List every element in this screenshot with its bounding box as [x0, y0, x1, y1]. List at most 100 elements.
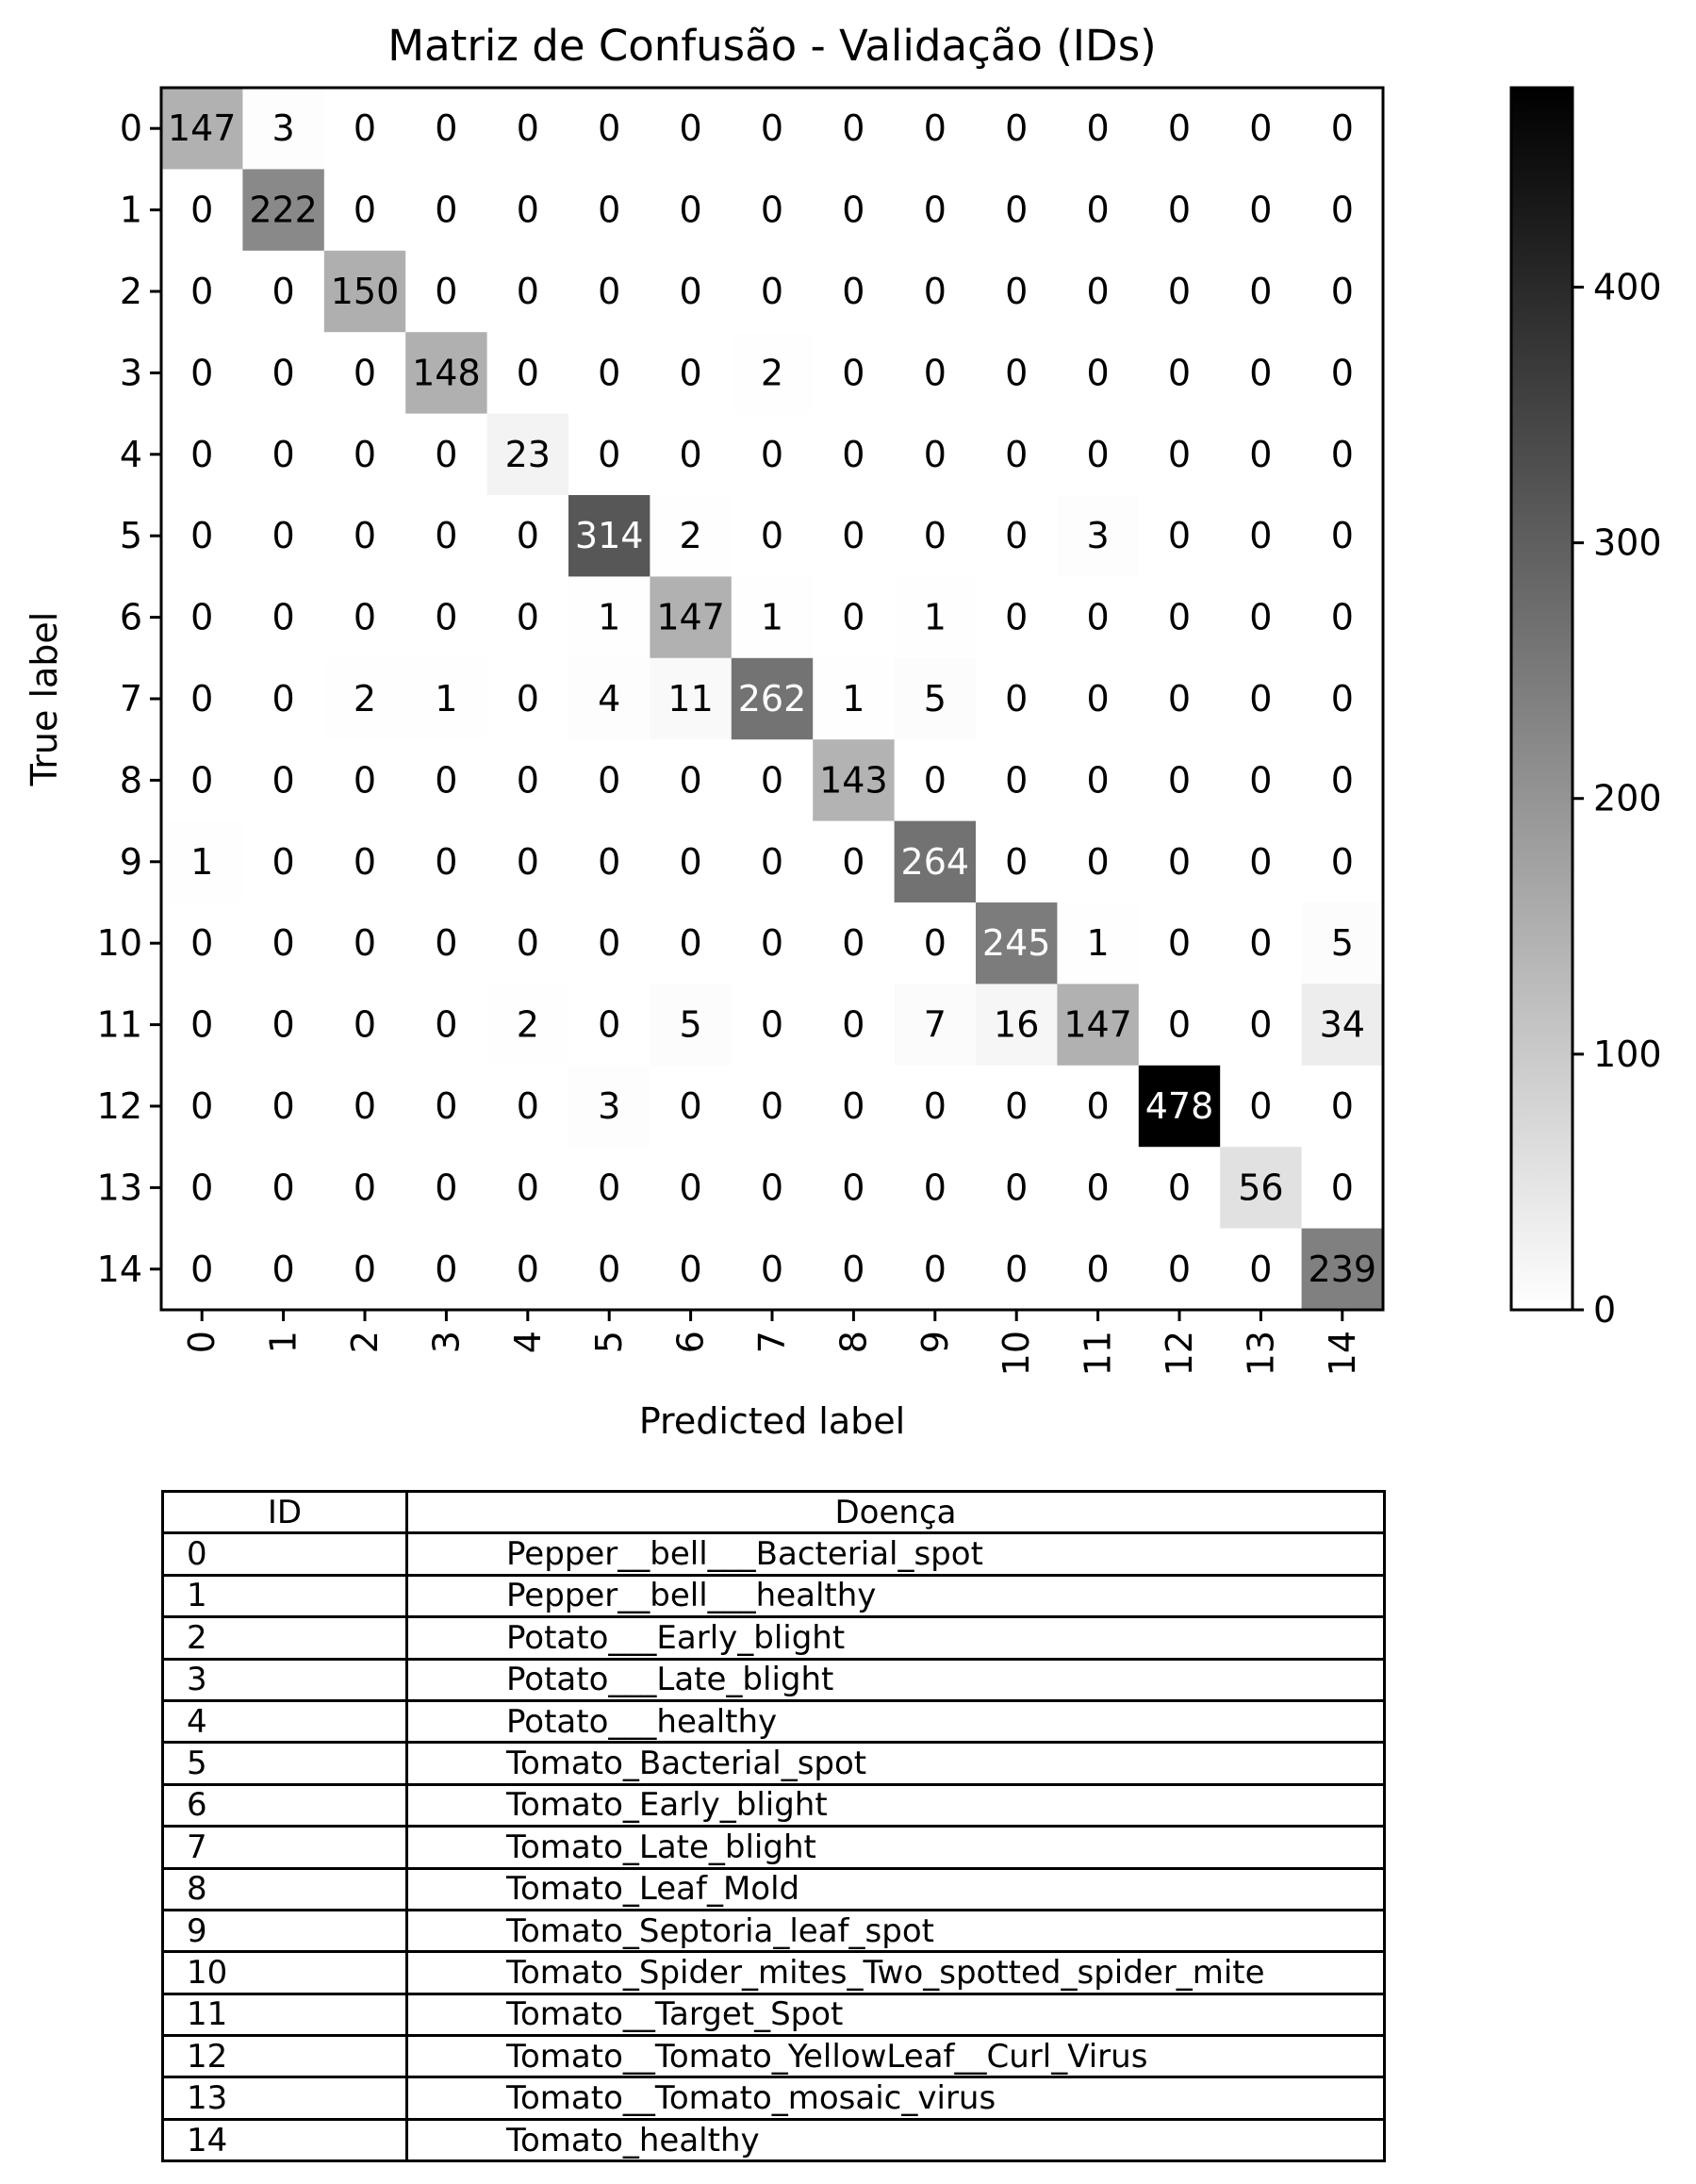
table-row: 13 Tomato__Tomato_mosaic_virus — [161, 2076, 1386, 2121]
cell-value-label: 0 — [190, 597, 213, 638]
table-row: 10 Tomato_Spider_mites_Two_spotted_spider… — [161, 1950, 1386, 1995]
cell-value-label: 0 — [354, 841, 376, 883]
cell-value-label: 0 — [842, 841, 864, 883]
cell-value-label: 0 — [761, 1166, 783, 1208]
table-body: 0 Pepper__bell___Bacterial_spot 1 Pepper__b… — [161, 1531, 1386, 2163]
cell-value-label: 0 — [1087, 271, 1110, 312]
heatmap-cell — [1220, 88, 1303, 170]
heatmap-cell — [894, 739, 977, 822]
heatmap-cell — [161, 657, 243, 740]
cell-value-label: 0 — [842, 515, 864, 556]
heatmap-cell — [976, 1065, 1058, 1148]
table-header-disease: Doença — [405, 1489, 1386, 1535]
x-tick-label: 13 — [1240, 1331, 1281, 1376]
heatmap-cell — [731, 657, 814, 740]
cell-value-label: 262 — [738, 678, 807, 720]
table-cell-disease: Tomato_Spider_mites_Two_spotted_spider_m… — [405, 1950, 1386, 1995]
heatmap-cell — [1301, 1147, 1384, 1230]
heatmap-cell — [323, 576, 406, 659]
cell-value-label: 0 — [1005, 678, 1028, 720]
table-row: 5 Tomato_Bacterial_spot — [161, 1741, 1386, 1786]
table-cell-disease: Tomato_Late_blight — [405, 1825, 1386, 1870]
heatmap-cell — [1220, 576, 1303, 659]
cell-value-label: 0 — [1331, 759, 1354, 801]
cell-value-label: 0 — [598, 1004, 620, 1046]
cell-value-label: 0 — [517, 1249, 539, 1290]
heatmap-cell — [486, 984, 569, 1067]
heatmap-cell — [894, 495, 977, 577]
cell-value-label: 0 — [842, 108, 864, 149]
heatmap-cell — [894, 984, 977, 1067]
heatmap-cell — [1301, 1228, 1384, 1311]
cell-value-label: 148 — [412, 352, 481, 393]
heatmap-cell — [813, 984, 896, 1067]
heatmap-cell — [405, 1147, 488, 1230]
cell-value-label: 0 — [435, 190, 457, 231]
cell-value-label: 0 — [924, 759, 947, 801]
y-tick-label: 11 — [97, 1004, 142, 1046]
cell-value-label: 0 — [1249, 841, 1272, 883]
cell-value-label: 0 — [190, 515, 213, 556]
cell-value-label: 0 — [1087, 1085, 1110, 1127]
cell-value-label: 2 — [517, 1004, 539, 1046]
heatmap-cell — [1138, 576, 1221, 659]
heatmap-cell — [242, 413, 325, 496]
table-cell-id: 12 — [161, 2034, 408, 2079]
table-row: 14 Tomato_healthy — [161, 2117, 1386, 2163]
heatmap-cell — [323, 984, 406, 1067]
heatmap-cell — [1220, 495, 1303, 577]
cell-value-label: 7 — [924, 1004, 947, 1046]
cell-value-label: 0 — [1331, 352, 1354, 393]
colorbar-ticks: 0 100 200 300 400 — [1573, 266, 1662, 1331]
heatmap-cell — [1138, 657, 1221, 740]
cell-value-label: 1 — [1087, 922, 1110, 964]
heatmap-cell — [894, 657, 977, 740]
heatmap-cell — [976, 902, 1058, 984]
heatmap-cell — [813, 250, 896, 333]
cell-value-label: 0 — [924, 922, 947, 964]
cell-value-label: 0 — [190, 352, 213, 393]
heatmap-cell — [242, 1147, 325, 1230]
table-cell-id: 11 — [161, 1992, 408, 2038]
heatmap-cell — [1220, 332, 1303, 415]
cell-value-label: 0 — [598, 1249, 620, 1290]
cell-value-label: 34 — [1320, 1004, 1365, 1046]
cell-value-label: 0 — [1168, 352, 1191, 393]
heatmap-cell — [568, 984, 650, 1067]
table-row: 8 Tomato_Leaf_Mold — [161, 1866, 1386, 1911]
cell-value-label: 222 — [249, 190, 318, 231]
heatmap-cell — [161, 250, 243, 333]
heatmap-cell — [1057, 739, 1140, 822]
cell-value-label: 0 — [598, 759, 620, 801]
heatmap-cell — [568, 739, 650, 822]
cell-value-label: 0 — [1331, 108, 1354, 149]
heatmap-cell — [976, 820, 1058, 903]
table-row: 4 Potato___healthy — [161, 1698, 1386, 1745]
cell-value-label: 0 — [354, 108, 376, 149]
table-cell-disease: Tomato_healthy — [405, 2117, 1386, 2163]
heatmap-cell — [1057, 495, 1140, 577]
table-cell-id: 1 — [161, 1573, 408, 1619]
heatmap-cell — [405, 1228, 488, 1311]
y-tick-label: 7 — [120, 678, 142, 720]
cell-value-label: 1 — [761, 597, 783, 638]
heatmap-cell — [1138, 1147, 1221, 1230]
cell-value-label: 3 — [272, 108, 295, 149]
id-legend-table: ID Doença 0 Pepper__bell___Bacterial_spot… — [161, 1489, 1386, 2163]
table-row: 3 Potato___Late_blight — [161, 1657, 1386, 1702]
heatmap-cell — [486, 657, 569, 740]
heatmap-cell — [323, 169, 406, 252]
cell-value-label: 147 — [168, 108, 237, 149]
heatmap-cell — [1057, 820, 1140, 903]
cell-value-label: 0 — [435, 922, 457, 964]
cell-value-label: 0 — [517, 922, 539, 964]
heatmap-cell — [1057, 413, 1140, 496]
heatmap-cell-labels: 147 3 0 0 0 0 0 0 0 0 0 0 0 0 00 222 0 0 0 0 0 0 0 0 0 0 0 0 00 0 150 0… — [168, 108, 1376, 1290]
heatmap-cell — [976, 984, 1058, 1067]
table-cell-disease: Tomato__Tomato_mosaic_virus — [405, 2076, 1386, 2121]
heatmap-cell — [242, 657, 325, 740]
heatmap-cell — [1220, 739, 1303, 822]
heatmap-cell — [161, 1147, 243, 1230]
heatmap-cell — [242, 576, 325, 659]
heatmap-cell — [486, 413, 569, 496]
